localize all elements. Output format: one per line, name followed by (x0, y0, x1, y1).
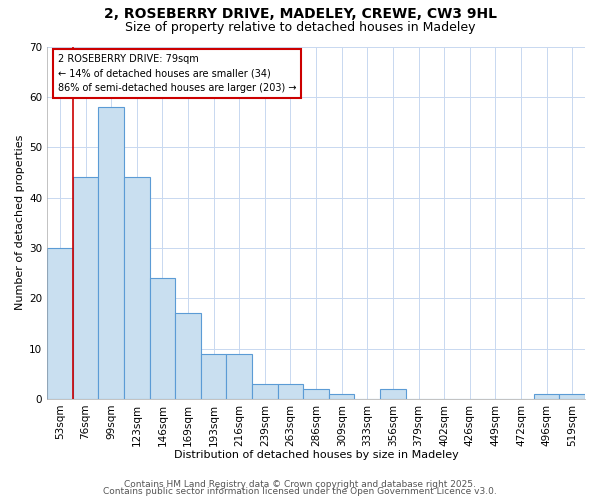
Bar (201, 354, 226, 399)
Bar (73, 178, 98, 399)
Y-axis label: Number of detached properties: Number of detached properties (15, 135, 25, 310)
Bar (175, 314, 201, 399)
Text: 2, ROSEBERRY DRIVE, MADELEY, CREWE, CW3 9HL: 2, ROSEBERRY DRIVE, MADELEY, CREWE, CW3 … (104, 8, 497, 22)
Bar (559, 394, 585, 399)
Bar (149, 278, 175, 399)
Bar (226, 354, 252, 399)
Bar (329, 394, 355, 399)
Bar (252, 384, 278, 399)
X-axis label: Distribution of detached houses by size in Madeley: Distribution of detached houses by size … (174, 450, 458, 460)
Text: Contains HM Land Registry data © Crown copyright and database right 2025.: Contains HM Land Registry data © Crown c… (124, 480, 476, 489)
Bar (98, 107, 124, 399)
Text: 2 ROSEBERRY DRIVE: 79sqm
← 14% of detached houses are smaller (34)
86% of semi-d: 2 ROSEBERRY DRIVE: 79sqm ← 14% of detach… (58, 54, 296, 93)
Bar (278, 384, 303, 399)
Bar (534, 394, 559, 399)
Text: Size of property relative to detached houses in Madeley: Size of property relative to detached ho… (125, 21, 475, 34)
Bar (124, 178, 149, 399)
Bar (380, 389, 406, 399)
Bar (303, 389, 329, 399)
Text: Contains public sector information licensed under the Open Government Licence v3: Contains public sector information licen… (103, 488, 497, 496)
Bar (47, 248, 73, 399)
